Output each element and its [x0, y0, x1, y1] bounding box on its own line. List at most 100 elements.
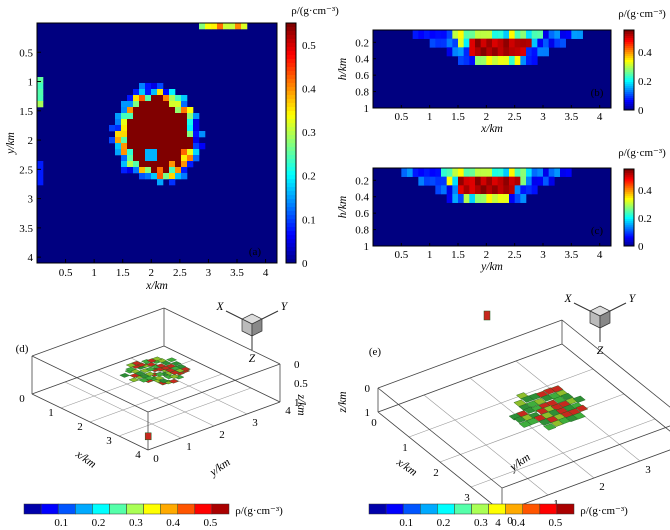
heat-cell	[151, 125, 158, 132]
box-edge	[163, 307, 281, 365]
voxel	[154, 371, 166, 377]
colorbar-frame	[285, 22, 297, 264]
colorbar-band	[624, 188, 634, 191]
y-tick-label: 3	[252, 417, 258, 429]
heat-cell	[503, 30, 510, 39]
colorbar-band	[624, 86, 634, 89]
heat-cell	[133, 119, 140, 126]
heat-cell	[193, 119, 200, 126]
y-tick-label: 0	[153, 453, 159, 465]
heat-cell	[435, 185, 442, 195]
heat-cell	[571, 30, 578, 39]
heat-cell	[531, 30, 538, 39]
heat-cell	[217, 23, 224, 30]
heat-cell	[145, 137, 152, 144]
heat-cell	[480, 30, 487, 39]
heat-cell	[181, 173, 188, 180]
heat-cell	[418, 168, 425, 177]
heat-cell	[560, 30, 566, 39]
heat-cell	[163, 161, 170, 168]
colorbar-title: ρ/(g·cm⁻³)	[618, 8, 666, 20]
heat-cell	[169, 125, 176, 132]
heat-cell	[163, 155, 170, 162]
heat-cell	[157, 95, 164, 102]
colorbar-band	[286, 51, 296, 56]
x-tick-label: 0.5	[394, 249, 408, 261]
heat-cell	[199, 23, 206, 30]
colorbar-band	[402, 503, 421, 515]
triad-cube-right	[251, 318, 263, 337]
heat-cell	[520, 47, 527, 57]
colorbar-band	[624, 74, 634, 77]
heat-cell	[121, 131, 128, 138]
colorbar-band	[143, 503, 161, 515]
heat-cell	[503, 56, 510, 65]
x-tick-label: 3	[540, 111, 546, 123]
triad-label-z: Z	[249, 353, 256, 365]
heat-cell	[157, 149, 164, 156]
heat-cell	[429, 30, 436, 39]
x-tick-label: 1	[427, 111, 433, 123]
heat-cell	[169, 161, 176, 168]
box-edge	[31, 345, 165, 395]
y-tick-label: 0.2	[355, 37, 369, 49]
colorbar-band	[286, 179, 296, 184]
heat-cell	[548, 38, 555, 48]
heat-cell	[151, 137, 158, 144]
heat-cell	[463, 38, 470, 48]
heat-cell	[175, 113, 182, 120]
heat-cell	[37, 83, 44, 90]
heat-cell	[175, 131, 182, 138]
colorbar-band	[454, 503, 472, 515]
heat-cell	[121, 125, 128, 132]
plot-frame	[36, 22, 278, 264]
heat-cell	[127, 131, 134, 138]
colorbar-band	[286, 227, 296, 232]
heat-cell	[446, 30, 453, 39]
heat-cell	[133, 101, 140, 108]
voxel	[151, 356, 163, 362]
heat-cell	[480, 185, 487, 195]
x-tick-label: 1.5	[451, 249, 465, 261]
heat-cell	[151, 131, 158, 138]
heat-cell	[163, 173, 170, 180]
heat-cell	[520, 176, 527, 186]
heat-cell	[115, 125, 122, 132]
heat-cell	[486, 176, 493, 186]
grid-line	[469, 377, 595, 479]
heat-cell	[458, 168, 464, 177]
colorbar-band	[624, 184, 634, 187]
heat-cell	[520, 194, 527, 203]
voxel	[175, 364, 187, 369]
box-edge	[377, 343, 563, 413]
colorbar-band	[286, 171, 296, 176]
colorbar-tick-label: 0.4	[302, 83, 316, 95]
colorbar-band	[624, 104, 634, 107]
heat-cell	[509, 194, 515, 203]
heat-cell	[163, 101, 170, 108]
colorbar-tick-label: 0.2	[638, 76, 652, 88]
heat-cell	[446, 176, 453, 186]
heat-cell	[497, 47, 504, 57]
heat-cell	[127, 95, 134, 102]
heat-cell	[435, 168, 442, 177]
voxel	[575, 404, 589, 413]
heat-cell	[469, 185, 476, 195]
colorbar-band	[471, 503, 489, 515]
heat-cell	[514, 30, 521, 39]
panel-label: (d)	[16, 343, 29, 355]
heat-cell	[435, 176, 442, 186]
box-edge	[561, 343, 670, 432]
y-tick-label: 0.5	[19, 47, 33, 59]
heat-cell	[139, 137, 146, 144]
heat-cell	[475, 30, 481, 39]
colorbar-band	[624, 30, 634, 33]
heat-cell	[187, 131, 194, 138]
x-tick-label: 0	[19, 393, 25, 405]
heat-cell	[531, 185, 538, 195]
colorbar-band	[75, 503, 93, 515]
heat-cell	[503, 194, 510, 203]
voxel	[139, 368, 151, 373]
heat-cell	[175, 143, 182, 150]
x-tick-label: 4	[263, 267, 269, 279]
